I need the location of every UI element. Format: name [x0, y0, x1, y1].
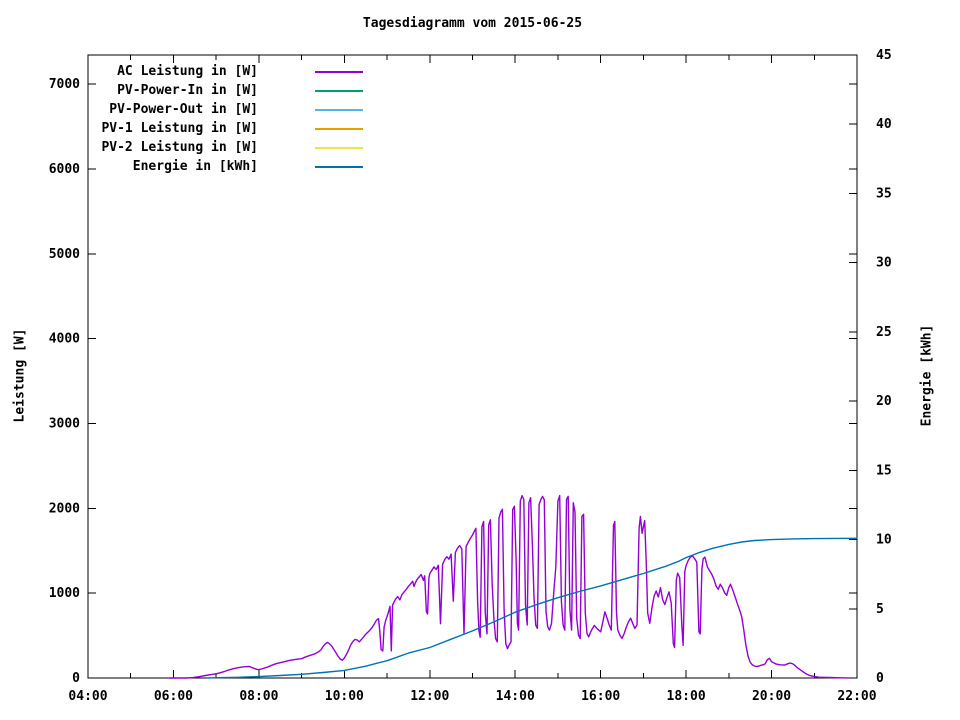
- y-left-tick-label: 4000: [49, 332, 80, 347]
- y-right-tick-label: 30: [876, 256, 892, 271]
- legend: AC Leistung in [W] PV-Power-In in [W] PV-P…: [0, 62, 363, 176]
- y-right-tick-label: 40: [876, 117, 892, 132]
- legend-item: PV-1 Leistung in [W]: [0, 119, 363, 138]
- legend-item: PV-2 Leistung in [W]: [0, 138, 363, 157]
- x-tick-label: 08:00: [239, 689, 278, 704]
- y-right-tick-label: 35: [876, 186, 892, 201]
- legend-label: Energie in [kWh]: [132, 159, 258, 174]
- x-tick-label: 16:00: [581, 689, 620, 704]
- legend-label: PV-Power-Out in [W]: [109, 102, 258, 117]
- x-tick-label: 14:00: [496, 689, 535, 704]
- x-tick-label: 12:00: [410, 689, 449, 704]
- x-tick-label: 04:00: [68, 689, 107, 704]
- y-left-tick-label: 5000: [49, 247, 80, 262]
- legend-label: PV-1 Leistung in [W]: [101, 121, 258, 136]
- x-tick-label: 20:00: [752, 689, 791, 704]
- y-right-tick-label: 0: [876, 671, 884, 686]
- chart-title: Tagesdiagramm vom 2015-06-25: [362, 16, 583, 31]
- legend-item: PV-Power-Out in [W]: [0, 100, 363, 119]
- legend-line-sample: [315, 127, 363, 130]
- legend-label: PV-2 Leistung in [W]: [101, 140, 258, 155]
- legend-item: Energie in [kWh]: [0, 157, 363, 176]
- legend-item: AC Leistung in [W]: [0, 62, 363, 81]
- y-left-tick-label: 1000: [49, 586, 80, 601]
- y-left-tick-label: 2000: [49, 501, 80, 516]
- x-tick-label: 22:00: [837, 689, 876, 704]
- x-tick-label: 18:00: [667, 689, 706, 704]
- y-right-tick-label: 15: [876, 463, 892, 478]
- legend-line-sample: [315, 146, 363, 149]
- y-right-tick-label: 25: [876, 325, 892, 340]
- y-right-tick-label: 10: [876, 533, 892, 548]
- x-tick-label: 10:00: [325, 689, 364, 704]
- legend-item: PV-Power-In in [W]: [0, 81, 363, 100]
- legend-label: AC Leistung in [W]: [117, 64, 258, 79]
- series-ac-leistung-in-w-line: [168, 494, 850, 679]
- legend-line-sample: [315, 165, 363, 168]
- legend-label: PV-Power-In in [W]: [117, 83, 258, 98]
- series-energie-in-kwh-line: [206, 537, 858, 679]
- x-tick-label: 06:00: [154, 689, 193, 704]
- y-right-tick-label: 5: [876, 602, 884, 617]
- y-right-tick-label: 45: [876, 48, 892, 63]
- legend-line-sample: [315, 89, 363, 92]
- y-left-tick-label: 6000: [49, 162, 80, 177]
- y-left-tick-label: 0: [72, 671, 80, 686]
- legend-line-sample: [315, 70, 363, 73]
- legend-line-sample: [315, 108, 363, 111]
- y-left-tick-label: 7000: [49, 77, 80, 92]
- y-left-tick-label: 3000: [49, 416, 80, 431]
- y-right-tick-label: 20: [876, 394, 892, 409]
